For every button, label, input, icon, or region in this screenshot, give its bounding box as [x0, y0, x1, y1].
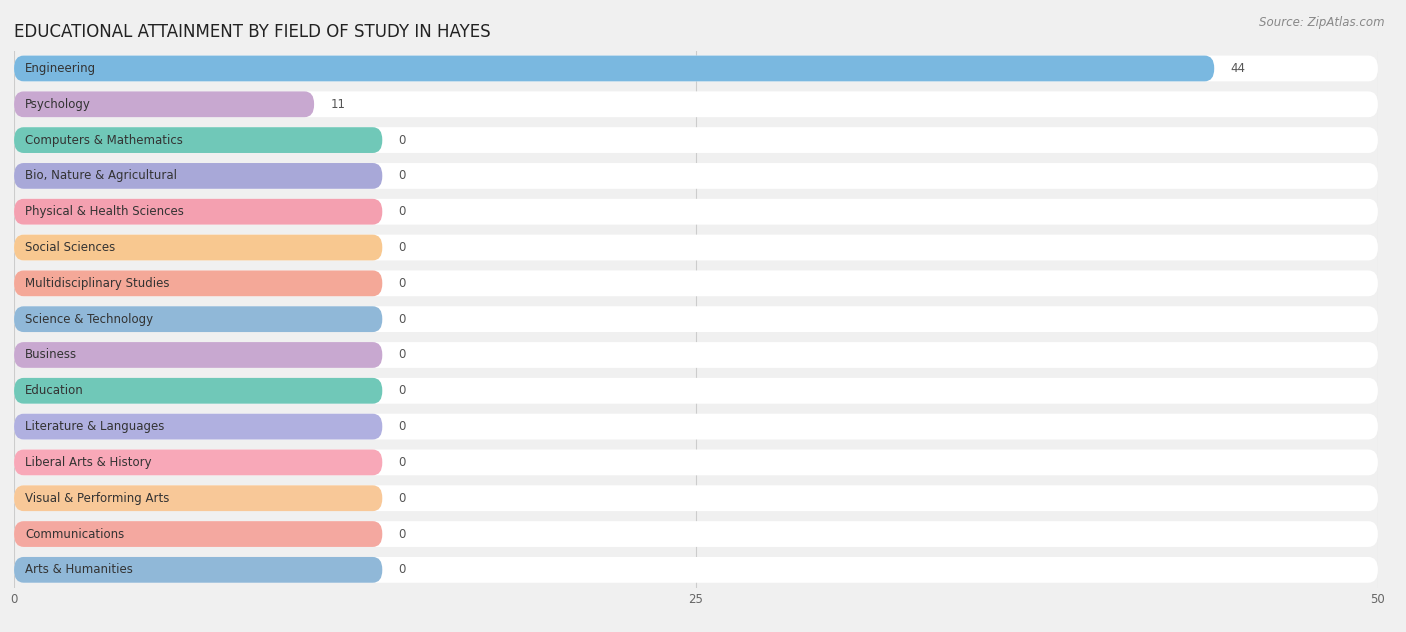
Text: 0: 0	[399, 492, 406, 505]
Text: Source: ZipAtlas.com: Source: ZipAtlas.com	[1260, 16, 1385, 29]
Text: Psychology: Psychology	[25, 98, 91, 111]
Text: 0: 0	[399, 169, 406, 183]
FancyBboxPatch shape	[14, 199, 1378, 224]
FancyBboxPatch shape	[14, 557, 382, 583]
Text: Social Sciences: Social Sciences	[25, 241, 115, 254]
Text: Communications: Communications	[25, 528, 124, 540]
FancyBboxPatch shape	[14, 378, 1378, 404]
FancyBboxPatch shape	[14, 342, 1378, 368]
Text: 0: 0	[399, 205, 406, 218]
Text: 0: 0	[399, 420, 406, 433]
FancyBboxPatch shape	[14, 270, 382, 296]
FancyBboxPatch shape	[14, 199, 382, 224]
FancyBboxPatch shape	[14, 485, 382, 511]
Text: 0: 0	[399, 348, 406, 362]
Text: 0: 0	[399, 528, 406, 540]
FancyBboxPatch shape	[14, 234, 382, 260]
Text: 0: 0	[399, 384, 406, 398]
FancyBboxPatch shape	[14, 56, 1215, 82]
FancyBboxPatch shape	[14, 127, 382, 153]
FancyBboxPatch shape	[14, 163, 1378, 189]
Text: Business: Business	[25, 348, 77, 362]
Text: 11: 11	[330, 98, 346, 111]
Text: Computers & Mathematics: Computers & Mathematics	[25, 133, 183, 147]
FancyBboxPatch shape	[14, 92, 1378, 117]
FancyBboxPatch shape	[14, 92, 314, 117]
Text: 0: 0	[399, 133, 406, 147]
Text: Arts & Humanities: Arts & Humanities	[25, 563, 132, 576]
Text: 0: 0	[399, 313, 406, 325]
FancyBboxPatch shape	[14, 449, 1378, 475]
FancyBboxPatch shape	[14, 485, 1378, 511]
Text: Physical & Health Sciences: Physical & Health Sciences	[25, 205, 184, 218]
Text: Multidisciplinary Studies: Multidisciplinary Studies	[25, 277, 170, 290]
FancyBboxPatch shape	[14, 127, 1378, 153]
FancyBboxPatch shape	[14, 307, 1378, 332]
FancyBboxPatch shape	[14, 163, 382, 189]
FancyBboxPatch shape	[14, 521, 1378, 547]
FancyBboxPatch shape	[14, 378, 382, 404]
FancyBboxPatch shape	[14, 414, 1378, 439]
Text: 44: 44	[1230, 62, 1246, 75]
FancyBboxPatch shape	[14, 414, 382, 439]
Text: Liberal Arts & History: Liberal Arts & History	[25, 456, 152, 469]
Text: EDUCATIONAL ATTAINMENT BY FIELD OF STUDY IN HAYES: EDUCATIONAL ATTAINMENT BY FIELD OF STUDY…	[14, 23, 491, 40]
FancyBboxPatch shape	[14, 56, 1378, 82]
Text: 0: 0	[399, 241, 406, 254]
Text: 0: 0	[399, 456, 406, 469]
Text: Science & Technology: Science & Technology	[25, 313, 153, 325]
FancyBboxPatch shape	[14, 307, 382, 332]
Text: Visual & Performing Arts: Visual & Performing Arts	[25, 492, 169, 505]
Text: Bio, Nature & Agricultural: Bio, Nature & Agricultural	[25, 169, 177, 183]
Text: 0: 0	[399, 563, 406, 576]
FancyBboxPatch shape	[14, 521, 382, 547]
FancyBboxPatch shape	[14, 342, 382, 368]
FancyBboxPatch shape	[14, 270, 1378, 296]
Text: Education: Education	[25, 384, 84, 398]
FancyBboxPatch shape	[14, 557, 1378, 583]
Text: Literature & Languages: Literature & Languages	[25, 420, 165, 433]
Text: Engineering: Engineering	[25, 62, 96, 75]
FancyBboxPatch shape	[14, 449, 382, 475]
FancyBboxPatch shape	[14, 234, 1378, 260]
Text: 0: 0	[399, 277, 406, 290]
